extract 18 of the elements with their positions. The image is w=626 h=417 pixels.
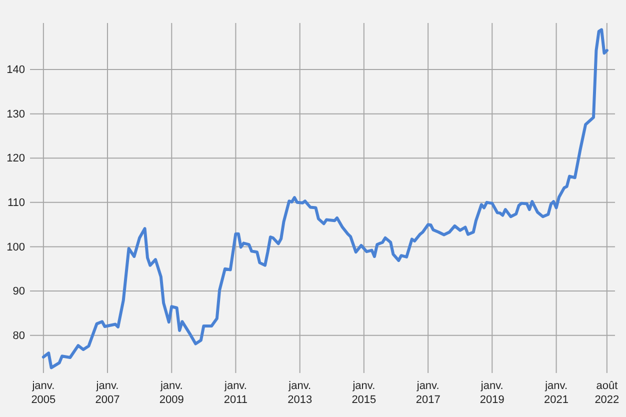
x-tick-label: janv. 2019: [480, 380, 504, 406]
y-tick-label: 90: [12, 286, 25, 298]
y-tick-label: 120: [6, 152, 25, 165]
x-tick-label: janv. 2017: [416, 380, 440, 406]
x-tick-label: janv. 2009: [159, 380, 184, 406]
y-tick-label: 110: [7, 196, 25, 209]
x-tick-label: janv. 2015: [352, 380, 376, 406]
x-tick-label: janv. 2005: [31, 380, 56, 406]
x-tick-label: août 2022: [594, 380, 620, 406]
x-tick-label: janv. 2021: [544, 380, 569, 406]
y-tick-label: 140: [6, 64, 25, 76]
x-tick-label: janv. 2007: [95, 380, 120, 406]
x-tick-label: janv. 2013: [288, 380, 312, 406]
x-tick-label: janv. 2011: [223, 380, 248, 406]
line-series: [42, 28, 608, 370]
y-tick-label: 130: [6, 108, 25, 120]
y-tick-label: 80: [12, 330, 25, 342]
y-tick-label: 100: [6, 241, 25, 254]
